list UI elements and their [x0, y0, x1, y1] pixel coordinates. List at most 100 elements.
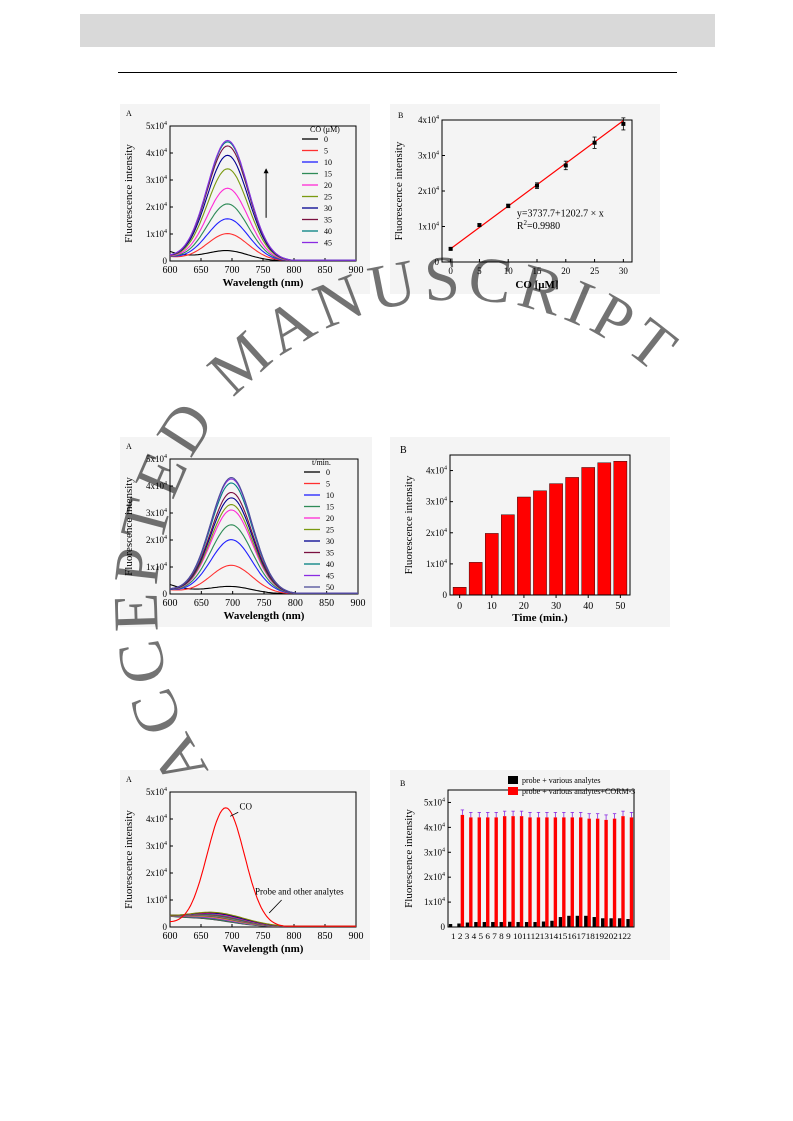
y-tick-label: 0 [163, 922, 168, 932]
y-tick-label: 3x104 [426, 497, 447, 507]
legend-label-30: 30 [324, 204, 332, 213]
x-tick-label: 800 [287, 265, 302, 276]
red-bar-2 [460, 814, 465, 927]
x-tick-label: 20 [519, 601, 529, 612]
time-bar-35 [565, 477, 579, 596]
x-tick-label: 900 [349, 265, 364, 276]
legend-label-20: 20 [326, 514, 334, 523]
x-tick-label: 10 [504, 266, 513, 276]
increase-arrow-head [263, 168, 269, 174]
y-tick-label: 3x104 [424, 847, 445, 857]
x-axis-label: Time (min.) [512, 612, 568, 624]
x-axis-label: Wavelength (nm) [224, 610, 305, 622]
time-bar-10 [484, 533, 499, 596]
legend-label-35: 35 [326, 549, 334, 558]
x-tick-label: 0 [448, 266, 453, 276]
legend-swatch-1 [508, 787, 518, 795]
legend-label-0: 0 [324, 135, 328, 144]
chart-r2b: B 0 10 20 30 40 50 Time (min.) 0 1x104 2x104 3x104 4… [400, 445, 631, 624]
legend-label-30: 30 [326, 537, 334, 546]
chart-r3a: A 600 650 700 750 800 850 900 Wavelength (nm) 0 1x… [123, 775, 364, 955]
time-bar-0 [452, 587, 467, 596]
panel-label: B [398, 111, 403, 120]
legend-label-10: 10 [324, 158, 332, 167]
black-bar-7 [499, 922, 503, 927]
black-bar-1 [448, 924, 453, 927]
legend-label-35: 35 [324, 216, 332, 225]
time-bar-20 [517, 496, 531, 596]
y-tick-label: 4x104 [146, 148, 167, 158]
black-bar-10 [524, 922, 529, 927]
red-bar-21 [621, 816, 625, 927]
chart-r2a: A 600 650 700 750 800 850 900 Wavelength (nm) 0 1x… [123, 442, 366, 622]
y-tick-label: 3x104 [146, 175, 167, 185]
x-tick-label: 0 [457, 601, 462, 612]
black-bar-12 [541, 921, 546, 927]
data-point [535, 183, 539, 188]
x-tick-label: 600 [163, 265, 178, 276]
black-bar-5 [482, 922, 487, 927]
y-tick-label: 0 [163, 256, 168, 266]
red-bar-7 [502, 816, 507, 927]
x-tick-label-tail: 2 [627, 932, 631, 941]
black-bar-6 [491, 922, 495, 927]
x-tick-label: 50 [615, 601, 625, 612]
y-tick-label: 2x104 [424, 872, 445, 882]
red-bar-20 [612, 818, 617, 927]
x-tick-label: 700 [225, 598, 240, 609]
x-tick-label: 750 [257, 598, 272, 609]
x-tick-label: 850 [318, 931, 333, 942]
y-axis-label: Fluorescence intensity [393, 141, 405, 240]
x-tick-label: 800 [287, 931, 302, 942]
plot-frame [447, 789, 635, 928]
chart-r3b: B 0 1x104 2x104 3x104 4x104 5x104 Fluorescence … [400, 776, 635, 941]
red-bar-19 [604, 819, 608, 927]
black-bar-3 [465, 922, 470, 927]
legend-label-25: 25 [326, 526, 334, 535]
panel-label: A [126, 109, 132, 118]
other-analytes-pointer [268, 899, 282, 914]
legend-label-20: 20 [324, 181, 332, 190]
black-bar-22 [626, 919, 630, 927]
x-tick-label: 5 [477, 266, 482, 276]
plot-frame [449, 454, 631, 596]
legend-label-40: 40 [324, 227, 332, 236]
black-bar-14 [558, 917, 563, 927]
x-tick-label: 600 [163, 931, 178, 942]
x-tick-label: 25 [590, 266, 600, 276]
red-bar-18 [595, 818, 600, 927]
y-tick-label: 5x104 [146, 454, 167, 464]
legend-label-5: 5 [324, 147, 328, 156]
red-bar-3 [469, 817, 473, 927]
time-bar-15 [501, 514, 515, 596]
x-tick-label: 650 [194, 598, 209, 609]
legend-label-0: probe + various analytes [522, 776, 601, 785]
y-tick-label: 0 [441, 922, 446, 932]
x-axis-label: Wavelength (nm) [223, 277, 304, 289]
figure-row2-panel-b: B 0 10 20 30 40 50 Time (min.) 0 1x104 2x104 3x104 4… [390, 437, 670, 627]
time-bar-40 [581, 467, 596, 596]
legend-label-0: 0 [326, 468, 330, 477]
x-tick-label: 850 [318, 265, 333, 276]
y-axis-label: Fluorescence intensity [403, 809, 415, 908]
y-tick-label: 5x104 [146, 787, 167, 797]
black-bar-9 [516, 922, 520, 927]
y-axis-label: Fluorescence intensity [123, 477, 135, 576]
y-tick-label: 1x104 [146, 895, 167, 905]
data-point [563, 163, 568, 168]
panel-label: B [400, 779, 405, 788]
red-bar-6 [494, 817, 498, 927]
co-spectrum-line [169, 807, 356, 927]
data-point [506, 203, 511, 208]
y-tick-label: 4x104 [146, 481, 167, 491]
black-bar-15 [567, 915, 571, 927]
y-tick-label: 4x104 [418, 115, 439, 125]
red-bar-17 [587, 818, 591, 927]
y-axis-label: Fluorescence intensity [123, 144, 135, 243]
panel-label: A [126, 442, 132, 451]
x-tick-label: 30 [619, 266, 629, 276]
red-bar-4 [477, 817, 481, 927]
red-bar-12 [545, 817, 549, 927]
y-tick-label: 3x104 [418, 151, 439, 161]
black-bar-11 [533, 922, 537, 927]
